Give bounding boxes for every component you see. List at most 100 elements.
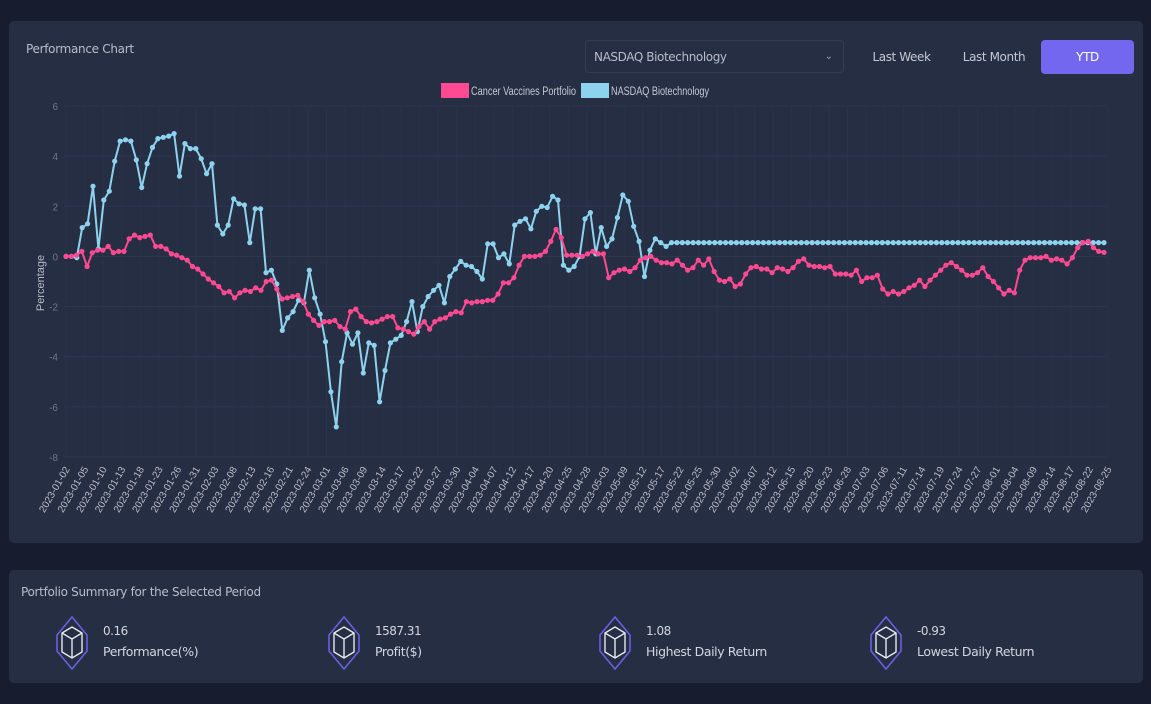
data-point[interactable] — [906, 285, 912, 291]
data-point[interactable] — [777, 240, 783, 246]
data-point[interactable] — [116, 248, 122, 254]
data-point[interactable] — [1022, 257, 1028, 263]
data-point[interactable] — [1101, 249, 1107, 255]
data-point[interactable] — [522, 216, 529, 222]
benchmark-select[interactable]: NASDAQ Biotechnology ⌄ — [585, 40, 844, 73]
data-point[interactable] — [479, 276, 485, 282]
data-point[interactable] — [317, 311, 323, 317]
data-point[interactable] — [890, 240, 896, 246]
data-point[interactable] — [274, 286, 280, 292]
data-point[interactable] — [209, 161, 215, 167]
data-point[interactable] — [793, 240, 799, 246]
data-point[interactable] — [901, 288, 907, 295]
data-point[interactable] — [347, 309, 354, 315]
data-point[interactable] — [609, 236, 615, 242]
data-point[interactable] — [252, 206, 258, 212]
data-point[interactable] — [416, 324, 422, 330]
data-point[interactable] — [832, 271, 838, 277]
data-point[interactable] — [133, 157, 139, 163]
data-point[interactable] — [804, 240, 810, 246]
data-point[interactable] — [843, 271, 849, 277]
data-point[interactable] — [912, 240, 918, 246]
data-point[interactable] — [258, 287, 264, 293]
data-point[interactable] — [427, 326, 433, 332]
data-point[interactable] — [117, 138, 123, 144]
data-point[interactable] — [495, 255, 502, 261]
data-point[interactable] — [469, 300, 475, 306]
data-point[interactable] — [950, 240, 956, 246]
data-point[interactable] — [176, 173, 183, 179]
data-point[interactable] — [664, 260, 670, 266]
data-point[interactable] — [421, 319, 427, 325]
data-point[interactable] — [474, 268, 480, 275]
data-point[interactable] — [679, 240, 685, 246]
data-point[interactable] — [242, 287, 248, 293]
data-point[interactable] — [595, 251, 601, 257]
data-point[interactable] — [985, 273, 991, 280]
data-point[interactable] — [284, 295, 290, 301]
data-point[interactable] — [769, 270, 775, 276]
data-point[interactable] — [606, 275, 612, 281]
data-point[interactable] — [193, 146, 199, 152]
data-point[interactable] — [236, 201, 242, 207]
data-point[interactable] — [349, 341, 356, 347]
data-point[interactable] — [944, 240, 950, 246]
data-point[interactable] — [548, 238, 554, 244]
data-point[interactable] — [574, 252, 580, 258]
data-point[interactable] — [744, 240, 750, 246]
data-point[interactable] — [231, 196, 237, 202]
data-point[interactable] — [527, 253, 533, 259]
data-point[interactable] — [663, 243, 669, 249]
data-point[interactable] — [685, 240, 691, 246]
data-point[interactable] — [653, 257, 659, 263]
data-point[interactable] — [411, 331, 417, 337]
data-point[interactable] — [484, 297, 491, 303]
data-point[interactable] — [625, 198, 631, 204]
data-point[interactable] — [732, 283, 738, 290]
data-point[interactable] — [112, 158, 118, 164]
data-point[interactable] — [409, 299, 415, 305]
data-point[interactable] — [611, 270, 617, 276]
data-point[interactable] — [825, 240, 831, 246]
data-point[interactable] — [105, 243, 111, 249]
data-point[interactable] — [437, 316, 443, 322]
data-point[interactable] — [1101, 240, 1107, 246]
data-point[interactable] — [852, 240, 858, 246]
data-point[interactable] — [311, 317, 317, 323]
data-point[interactable] — [728, 240, 734, 246]
data-point[interactable] — [506, 280, 512, 286]
data-point[interactable] — [598, 225, 604, 231]
data-point[interactable] — [379, 316, 385, 322]
data-point[interactable] — [987, 240, 994, 246]
data-point[interactable] — [643, 255, 649, 261]
data-point[interactable] — [766, 240, 772, 246]
data-point[interactable] — [142, 233, 148, 239]
data-point[interactable] — [674, 240, 680, 246]
data-point[interactable] — [798, 240, 804, 246]
data-point[interactable] — [641, 273, 648, 280]
data-point[interactable] — [1064, 261, 1070, 267]
data-point[interactable] — [631, 223, 637, 229]
data-point[interactable] — [901, 240, 907, 246]
data-point[interactable] — [131, 232, 138, 238]
data-point[interactable] — [923, 240, 929, 246]
data-point[interactable] — [390, 314, 396, 320]
data-point[interactable] — [539, 203, 545, 209]
data-point[interactable] — [528, 226, 534, 232]
data-point[interactable] — [79, 225, 85, 231]
data-point[interactable] — [184, 257, 190, 263]
data-point[interactable] — [1038, 255, 1044, 261]
ytd-button[interactable]: YTD — [1041, 40, 1134, 74]
data-point[interactable] — [490, 297, 496, 303]
data-point[interactable] — [1031, 240, 1037, 246]
data-point[interactable] — [377, 399, 383, 405]
data-point[interactable] — [353, 306, 359, 312]
data-point[interactable] — [1096, 240, 1102, 246]
data-point[interactable] — [448, 311, 454, 317]
data-point[interactable] — [558, 235, 564, 241]
data-point[interactable] — [1032, 255, 1039, 261]
data-point[interactable] — [328, 389, 334, 395]
data-point[interactable] — [369, 320, 375, 326]
data-point[interactable] — [743, 271, 749, 277]
data-point[interactable] — [1025, 240, 1031, 246]
